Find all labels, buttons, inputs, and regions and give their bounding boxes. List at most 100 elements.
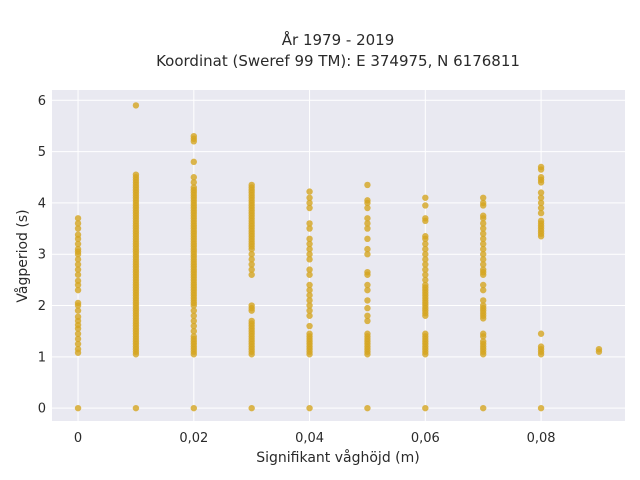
- y-axis-ticks: 0 1 2 3 4 5 6: [38, 94, 46, 417]
- data-point: [364, 297, 371, 304]
- data-point: [306, 302, 313, 309]
- data-point: [479, 256, 487, 263]
- y-tick-label: 5: [38, 145, 46, 160]
- y-tick-label: 4: [38, 196, 46, 211]
- plot-area: [52, 90, 625, 421]
- data-point: [422, 245, 429, 253]
- data-point: [74, 240, 82, 248]
- data-point: [74, 313, 82, 321]
- data-point: [248, 266, 255, 273]
- data-point: [248, 271, 255, 278]
- y-tick-label: 2: [38, 299, 46, 314]
- data-point: [595, 345, 603, 353]
- data-point: [306, 235, 313, 243]
- data-point: [364, 404, 371, 412]
- data-point: [306, 220, 313, 227]
- data-point: [479, 251, 487, 258]
- data-point: [537, 194, 545, 201]
- data-point: [479, 261, 487, 268]
- data-point: [537, 204, 545, 212]
- data-point: [248, 317, 255, 325]
- data-point: [74, 261, 82, 268]
- data-point: [74, 345, 82, 353]
- data-point: [74, 225, 82, 232]
- data-point: [306, 256, 313, 263]
- y-tick-label: 1: [38, 350, 46, 365]
- data-points: [74, 102, 603, 412]
- data-point: [364, 286, 371, 294]
- data-point: [74, 215, 82, 222]
- data-point: [479, 225, 487, 232]
- data-point: [190, 158, 198, 166]
- data-point: [364, 225, 371, 232]
- data-point: [479, 338, 487, 345]
- data-point: [537, 209, 545, 217]
- y-tick-label: 0: [38, 402, 46, 417]
- data-point: [479, 230, 487, 237]
- data-point: [74, 245, 82, 253]
- data-point: [306, 266, 313, 273]
- data-point: [306, 204, 313, 212]
- data-point: [190, 317, 198, 325]
- data-point: [190, 322, 198, 330]
- data-point: [479, 220, 487, 227]
- x-tick-label: 0,08: [527, 431, 556, 446]
- data-point: [248, 302, 255, 309]
- data-point: [422, 404, 429, 412]
- data-point: [537, 217, 545, 225]
- data-point: [422, 215, 429, 222]
- data-point: [422, 276, 429, 284]
- data-point: [479, 281, 487, 289]
- data-point: [479, 297, 487, 304]
- x-axis-ticks: 0 0,02 0,04 0,06 0,08: [74, 431, 556, 446]
- data-point: [306, 225, 313, 232]
- data-point: [422, 233, 429, 240]
- data-point: [306, 286, 313, 294]
- x-tick-label: 0: [74, 431, 82, 446]
- data-point: [479, 266, 487, 273]
- data-point: [364, 245, 371, 253]
- data-point: [364, 330, 371, 337]
- data-point: [537, 343, 545, 350]
- data-point: [190, 307, 198, 314]
- data-point: [479, 194, 487, 201]
- x-axis-title: Signifikant våghöjd (m): [256, 449, 419, 466]
- data-point: [364, 312, 371, 319]
- data-point: [364, 215, 371, 222]
- data-point: [422, 330, 429, 337]
- data-point: [74, 286, 82, 294]
- data-point: [132, 171, 140, 178]
- data-point: [537, 330, 545, 337]
- data-point: [422, 251, 429, 258]
- data-point: [74, 299, 82, 307]
- data-point: [306, 194, 313, 201]
- data-point: [74, 330, 82, 337]
- data-point: [306, 281, 313, 289]
- data-point: [422, 266, 429, 273]
- data-point: [74, 266, 82, 273]
- data-point: [190, 327, 198, 335]
- data-point: [422, 281, 429, 289]
- data-point: [479, 330, 487, 337]
- data-point: [248, 181, 255, 189]
- data-point: [248, 404, 255, 412]
- data-point: [74, 404, 82, 412]
- data-point: [364, 220, 371, 227]
- data-point: [479, 404, 487, 412]
- chart-title: År 1979 - 2019 Koordinat (Sweref 99 TM):…: [156, 30, 520, 70]
- data-point: [306, 240, 313, 248]
- data-point: [422, 240, 429, 248]
- data-point: [479, 212, 487, 219]
- y-tick-label: 6: [38, 94, 46, 109]
- data-point: [306, 312, 313, 319]
- data-point: [74, 340, 82, 348]
- data-point: [422, 261, 429, 268]
- data-point: [306, 188, 313, 195]
- chart-title-line-1: År 1979 - 2019: [282, 30, 395, 49]
- data-point: [306, 330, 313, 337]
- data-point: [479, 302, 487, 309]
- data-point: [74, 271, 82, 278]
- y-axis-title: Vågperiod (s): [14, 209, 31, 302]
- y-tick-label: 3: [38, 248, 46, 263]
